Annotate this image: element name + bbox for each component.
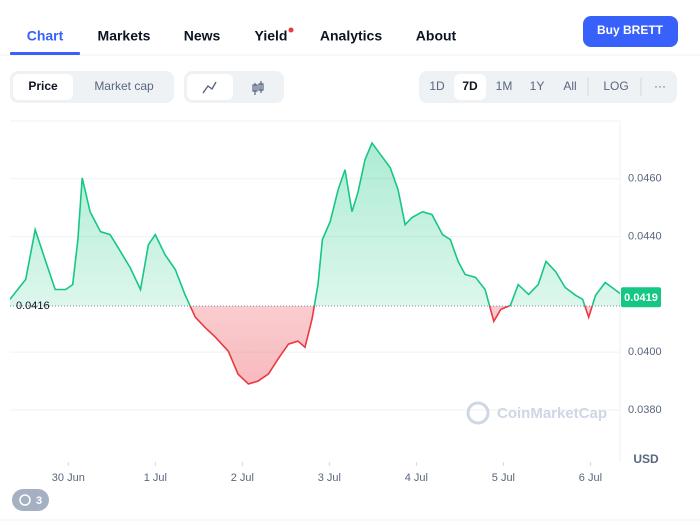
watermark: CoinMarketCap xyxy=(497,405,607,422)
y-tick-label: 0.0400 xyxy=(628,346,662,358)
tab[interactable]: News xyxy=(184,28,221,44)
buy-button-label[interactable]: Buy BRETT xyxy=(597,23,664,37)
x-tick-label: 6 Jul xyxy=(579,472,602,484)
buy-button[interactable] xyxy=(583,16,678,47)
range-button[interactable]: ··· xyxy=(654,79,666,93)
toggle-active xyxy=(13,74,73,100)
x-tick-label: 30 Jun xyxy=(52,472,85,484)
y-tick-label: 0.0460 xyxy=(628,173,662,185)
currency-label: USD xyxy=(633,452,659,466)
range-button[interactable]: 7D xyxy=(462,79,478,93)
candle-icon[interactable] xyxy=(252,81,264,95)
x-tick-label: 3 Jul xyxy=(318,472,341,484)
current-price-label: 0.0419 xyxy=(624,292,658,304)
tab-underline xyxy=(10,52,80,55)
range-button[interactable]: 1D xyxy=(429,79,445,93)
x-tick-label: 2 Jul xyxy=(231,472,254,484)
area-up xyxy=(10,143,620,306)
range-button[interactable]: 1M xyxy=(496,79,513,93)
x-tick-label: 1 Jul xyxy=(144,472,167,484)
current-price-tag xyxy=(621,287,661,308)
tab[interactable]: Chart xyxy=(27,28,64,44)
range-button[interactable]: 1Y xyxy=(530,79,545,93)
history-icon xyxy=(19,494,31,506)
price-line-up xyxy=(10,141,620,306)
tab[interactable]: Analytics xyxy=(320,28,382,44)
history-count[interactable]: 3 xyxy=(36,495,42,507)
y-tick-label: 0.0380 xyxy=(628,404,662,416)
range-button[interactable]: All xyxy=(563,79,576,93)
toggle[interactable]: Market cap xyxy=(94,79,154,93)
watermark-logo xyxy=(466,401,490,425)
line-icon xyxy=(202,81,217,94)
tab[interactable]: Markets xyxy=(98,28,151,44)
toggle[interactable]: Price xyxy=(28,79,58,93)
y-tick-label: 0.0440 xyxy=(628,230,662,242)
range-button[interactable]: LOG xyxy=(603,79,628,93)
tab[interactable]: About xyxy=(416,28,457,44)
x-tick-label: 4 Jul xyxy=(405,472,428,484)
new-dot xyxy=(288,27,294,33)
area-down xyxy=(190,305,593,384)
range-active xyxy=(454,74,486,100)
baseline-label: 0.0416 xyxy=(16,300,50,312)
price-chart: 0.0380 0.0400 0.0440 0.0460 30 Jun 1 Jul 2 Jul… xyxy=(10,120,662,484)
x-tick-label: 5 Jul xyxy=(492,472,515,484)
tab[interactable]: Yield xyxy=(255,28,288,44)
